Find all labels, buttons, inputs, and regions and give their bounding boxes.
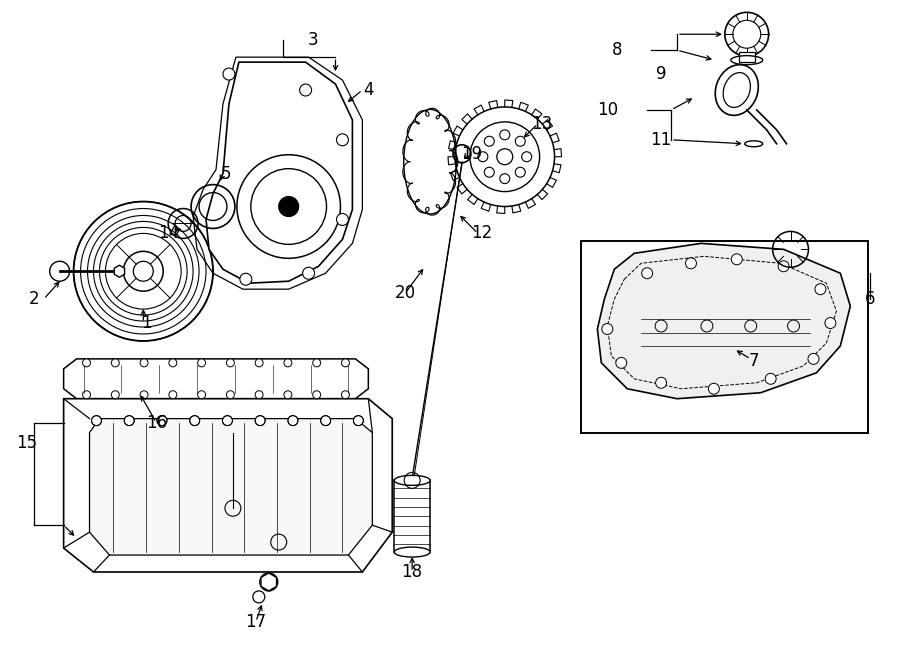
Circle shape <box>302 267 315 279</box>
Circle shape <box>478 152 488 162</box>
Circle shape <box>765 373 776 384</box>
Circle shape <box>808 354 819 364</box>
Polygon shape <box>261 573 276 591</box>
Ellipse shape <box>394 475 430 485</box>
Circle shape <box>778 261 789 272</box>
Polygon shape <box>598 243 850 399</box>
Circle shape <box>686 258 697 269</box>
Polygon shape <box>64 359 368 399</box>
Circle shape <box>284 391 292 399</box>
Circle shape <box>124 416 134 426</box>
Ellipse shape <box>724 73 751 108</box>
Bar <box>739 52 755 62</box>
Circle shape <box>500 174 509 184</box>
Circle shape <box>312 359 320 367</box>
Bar <box>581 241 868 432</box>
Polygon shape <box>64 399 392 572</box>
Circle shape <box>83 391 91 399</box>
Text: 13: 13 <box>531 115 553 133</box>
Polygon shape <box>114 265 124 277</box>
Circle shape <box>642 268 652 279</box>
Circle shape <box>227 359 234 367</box>
Circle shape <box>112 391 120 399</box>
Circle shape <box>497 149 513 165</box>
Circle shape <box>227 391 234 399</box>
Circle shape <box>256 391 263 399</box>
Text: 20: 20 <box>394 284 416 302</box>
Circle shape <box>256 359 263 367</box>
Circle shape <box>732 254 742 265</box>
Text: 12: 12 <box>472 225 492 243</box>
Text: 18: 18 <box>401 563 423 581</box>
Circle shape <box>815 284 826 295</box>
Circle shape <box>655 377 667 388</box>
Text: 16: 16 <box>146 414 166 432</box>
Polygon shape <box>89 418 373 555</box>
Text: 3: 3 <box>307 31 318 49</box>
Circle shape <box>83 359 91 367</box>
Circle shape <box>341 391 349 399</box>
Text: 4: 4 <box>363 81 374 99</box>
Circle shape <box>708 383 719 394</box>
Circle shape <box>484 136 494 146</box>
Text: 2: 2 <box>29 290 39 308</box>
Circle shape <box>516 167 526 177</box>
Circle shape <box>602 323 613 334</box>
Circle shape <box>337 134 348 146</box>
Circle shape <box>320 416 330 426</box>
Circle shape <box>198 359 205 367</box>
Text: 7: 7 <box>749 352 759 370</box>
Polygon shape <box>206 62 353 283</box>
Circle shape <box>140 359 148 367</box>
Circle shape <box>341 359 349 367</box>
Circle shape <box>279 196 299 217</box>
Text: 8: 8 <box>612 41 623 59</box>
Circle shape <box>169 359 176 367</box>
Text: 9: 9 <box>656 65 666 83</box>
Text: 10: 10 <box>597 101 618 119</box>
Text: 19: 19 <box>462 145 482 163</box>
Text: 15: 15 <box>16 434 37 451</box>
Circle shape <box>616 358 626 368</box>
Text: 11: 11 <box>651 131 671 149</box>
Text: 5: 5 <box>220 165 231 182</box>
Circle shape <box>300 84 311 96</box>
Circle shape <box>484 167 494 177</box>
Circle shape <box>157 416 166 426</box>
Circle shape <box>190 416 200 426</box>
Circle shape <box>522 152 532 162</box>
Bar <box>394 481 430 552</box>
Circle shape <box>112 359 120 367</box>
Text: 17: 17 <box>246 613 266 631</box>
Circle shape <box>516 136 526 146</box>
Circle shape <box>825 317 836 329</box>
Circle shape <box>169 391 176 399</box>
Circle shape <box>500 130 509 140</box>
Circle shape <box>256 416 266 426</box>
Circle shape <box>198 391 205 399</box>
Circle shape <box>240 273 252 285</box>
Text: 14: 14 <box>158 225 180 243</box>
Ellipse shape <box>716 65 759 116</box>
Ellipse shape <box>394 547 430 557</box>
Circle shape <box>222 416 232 426</box>
Text: 6: 6 <box>865 290 876 308</box>
Circle shape <box>312 391 320 399</box>
Text: 1: 1 <box>141 314 151 332</box>
Circle shape <box>140 391 148 399</box>
Circle shape <box>288 416 298 426</box>
Circle shape <box>92 416 102 426</box>
Circle shape <box>223 68 235 80</box>
Circle shape <box>284 359 292 367</box>
Circle shape <box>354 416 364 426</box>
Circle shape <box>337 214 348 225</box>
